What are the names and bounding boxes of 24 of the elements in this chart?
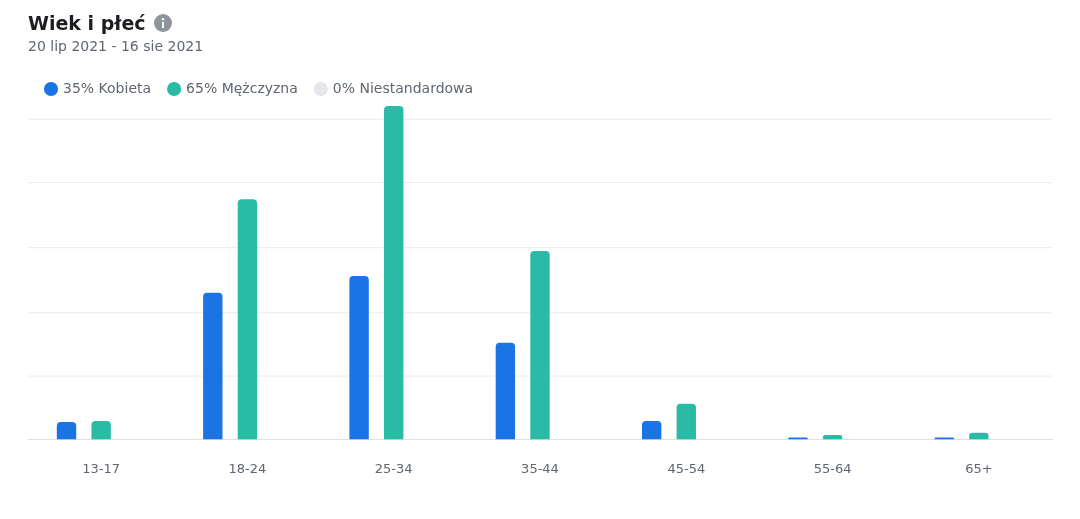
bar [641, 421, 662, 440]
bar [349, 276, 369, 440]
bar [91, 421, 111, 440]
x-tick-label: 35-44 [521, 460, 559, 476]
x-tick-label: 18-24 [228, 460, 267, 476]
bar [203, 292, 223, 440]
x-tick-label: 55-64 [813, 460, 852, 476]
bar [56, 422, 77, 440]
bar [384, 106, 404, 440]
legend-label: 65% Mężczyzna [186, 79, 298, 96]
x-tick-label: 25-34 [374, 460, 413, 476]
x-tick-label: 13-17 [82, 460, 121, 476]
legend-label: 35% Kobieta [63, 79, 152, 96]
chart-subtitle: 20 lip 2021 - 16 sie 2021 [27, 37, 205, 54]
bar [237, 199, 258, 440]
bar [530, 251, 550, 440]
bar [969, 432, 989, 440]
bar [822, 435, 843, 440]
bar [676, 403, 696, 440]
x-tick-label: 45-54 [667, 460, 706, 476]
bar [495, 342, 516, 440]
x-tick-label: 65+ [965, 460, 993, 476]
chart-title: Wiek i płeć [28, 12, 146, 34]
legend-label: 0% Niestandardowa [332, 79, 474, 96]
